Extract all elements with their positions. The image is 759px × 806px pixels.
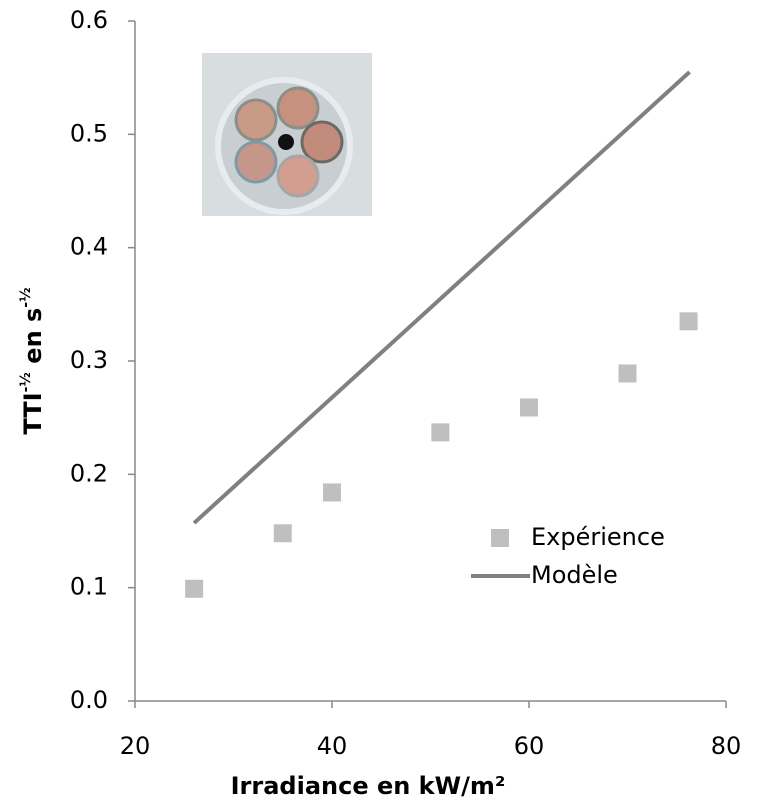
y-axis-title-part: en s — [19, 308, 47, 372]
x-tick-label: 20 — [120, 732, 151, 760]
y-axis-title: TTI-½ en s-½ — [18, 287, 47, 434]
y-axis-title-superscript: -½ — [18, 372, 34, 392]
y-tick-label: 0.2 — [70, 459, 108, 487]
y-tick-label: 0.5 — [70, 119, 108, 147]
x-tick-label: 60 — [514, 732, 545, 760]
data-point — [431, 423, 450, 442]
x-axis-title: Irradiance en kW/m² — [231, 772, 506, 800]
wire — [234, 98, 278, 142]
y-axis-title-part: TTI — [19, 392, 47, 434]
data-point — [323, 483, 341, 502]
data-point — [185, 579, 204, 598]
y-tick-label: 0.0 — [70, 686, 108, 714]
model-line — [192, 70, 691, 525]
y-axis-title-superscript: -½ — [18, 287, 34, 307]
legend-marker — [491, 529, 509, 547]
x-tick-label: 40 — [317, 732, 348, 760]
y-tick-label: 0.1 — [70, 573, 108, 601]
y-tick-label: 0.4 — [70, 233, 108, 261]
legend-label: Modèle — [531, 561, 618, 589]
y-tick-label: 0.6 — [70, 6, 108, 34]
data-point — [679, 312, 698, 331]
y-tick-label: 0.3 — [70, 346, 108, 374]
wire — [234, 140, 278, 184]
cable-core — [278, 134, 294, 150]
data-point — [273, 524, 292, 543]
cable-photo — [202, 53, 372, 216]
data-point — [520, 398, 538, 417]
x-tick-label: 80 — [711, 732, 742, 760]
data-point — [618, 364, 637, 383]
wire — [276, 86, 320, 130]
legend-label: Expérience — [531, 523, 665, 551]
wire — [276, 154, 320, 198]
wire — [300, 120, 344, 164]
